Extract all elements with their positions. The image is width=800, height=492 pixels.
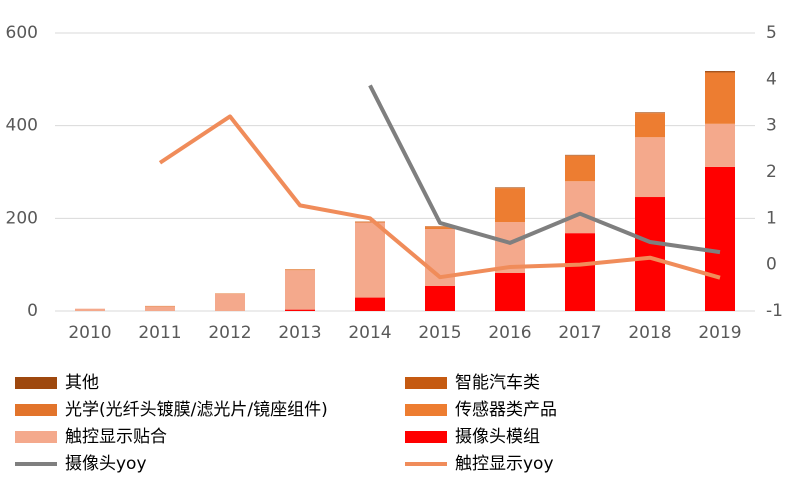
y-tick-label: 600 [6, 23, 38, 43]
bar [705, 167, 735, 311]
legend-label: 传感器类产品 [455, 400, 557, 420]
x-tick-label: 2012 [208, 323, 251, 343]
legend-swatch [405, 404, 447, 416]
x-tick-label: 2019 [698, 323, 741, 343]
x-tick-label: 2017 [558, 323, 601, 343]
y2-tick-label: 4 [766, 69, 777, 89]
bar [565, 233, 595, 311]
legend-swatch [405, 431, 447, 443]
bar [75, 309, 105, 311]
x-tick-label: 2010 [68, 323, 111, 343]
bar [355, 298, 385, 311]
bar [215, 294, 245, 311]
bar [635, 137, 665, 197]
y-tick-label: 0 [27, 301, 38, 321]
bar [425, 286, 455, 311]
x-tick-label: 2016 [488, 323, 531, 343]
bar [565, 181, 595, 233]
x-tick-label: 2018 [628, 323, 671, 343]
bar [495, 188, 525, 222]
line [370, 85, 720, 252]
bar [145, 306, 175, 311]
legend-swatch [405, 377, 447, 389]
legend-label: 智能汽车类 [455, 373, 540, 393]
bar [285, 310, 315, 311]
y2-tick-label: 0 [766, 255, 777, 275]
legend-label: 触控显示yoy [455, 454, 554, 474]
legend-label: 摄像头模组 [455, 427, 540, 447]
legend-swatch [15, 431, 57, 443]
legend-label: 触控显示贴合 [65, 427, 167, 447]
bar [495, 273, 525, 311]
bar [565, 156, 595, 181]
bar [705, 71, 735, 72]
x-tick-label: 2013 [278, 323, 321, 343]
y-tick-label: 400 [6, 116, 38, 136]
legend-swatch [15, 404, 57, 416]
x-tick-label: 2011 [138, 323, 181, 343]
bar [705, 73, 735, 124]
bar [285, 270, 315, 309]
bar [635, 113, 665, 137]
bar [635, 197, 665, 311]
y2-tick-label: 1 [766, 208, 777, 228]
legend-swatch [15, 377, 57, 389]
legend-label: 其他 [65, 373, 99, 393]
y2-tick-label: 3 [766, 116, 777, 136]
bar [705, 124, 735, 167]
bar [285, 269, 315, 270]
y2-tick-label: -1 [766, 301, 783, 321]
y-tick-label: 200 [6, 208, 38, 228]
legend-label: 摄像头yoy [65, 454, 147, 474]
y2-tick-label: 2 [766, 162, 777, 182]
bar [355, 223, 385, 298]
legend-label: 光学(光纤头镀膜/滤光片/镜座组件) [65, 400, 328, 420]
x-tick-label: 2014 [348, 323, 391, 343]
bar [705, 72, 735, 73]
x-tick-label: 2015 [418, 323, 461, 343]
y2-tick-label: 5 [766, 23, 777, 43]
